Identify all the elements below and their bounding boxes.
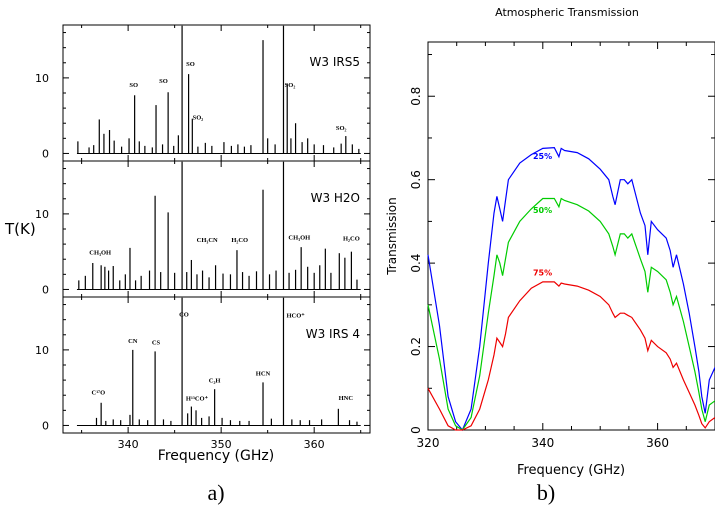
- molecule-label: CH₃OH: [288, 235, 310, 242]
- y-tick-label: 0.2: [409, 337, 423, 356]
- molecule-label: CH₃CN: [197, 237, 218, 244]
- y-tick-label: 10: [35, 208, 49, 221]
- panel-a-ylabel: T(K): [4, 220, 36, 238]
- x-tick-label: 340: [118, 438, 139, 451]
- molecule-label: SO: [186, 61, 195, 68]
- molecule-label: HCO⁺: [286, 312, 305, 319]
- molecule-label: CO: [179, 312, 189, 319]
- panel-b-title: Atmospheric Transmission: [495, 6, 639, 19]
- y-tick-label: 0: [409, 426, 423, 434]
- spectrum-3: C¹⁷O CN CS CO H¹³CO⁺ C₂H HCN HCO⁺ HNC W3 IRS 4 0 10: [35, 297, 370, 433]
- panel-a-caption: a): [207, 480, 224, 505]
- molecule-label: HNC: [339, 395, 354, 402]
- y-tick-label: 0: [42, 419, 49, 432]
- source-title: W3 IRS 4: [306, 327, 360, 341]
- molecule-label: H¹³CO⁺: [186, 396, 209, 403]
- molecule-label: CN: [128, 338, 138, 345]
- panel-a-xlabel: Frequency (GHz): [158, 448, 274, 464]
- y-tick-label: 0.8: [409, 87, 423, 106]
- molecule-label: SO: [129, 82, 138, 89]
- molecule-label: SO₂: [285, 82, 296, 89]
- spectrum-2: CH₃OH H₂CO CH₃CN CH₃OH H₂CO W3 H2O 0 10: [35, 161, 370, 297]
- x-tick-label: 350: [211, 438, 232, 451]
- molecule-label: CS: [152, 340, 161, 347]
- series-label: 50%: [533, 206, 552, 215]
- series-line-75pct: [427, 281, 715, 431]
- series-line-25pct: [427, 146, 715, 432]
- x-tick-label: 360: [304, 438, 325, 451]
- molecule-label: HCN: [256, 371, 271, 378]
- panel-b: Atmospheric Transmission 320 340 360 0 0.2 0.…: [385, 6, 715, 505]
- molecule-label: SO: [159, 78, 168, 85]
- series-line-50pct: [427, 197, 715, 431]
- y-tick-label: 10: [35, 344, 49, 357]
- molecule-label: C₂H: [209, 377, 221, 384]
- molecule-label: SO₂: [336, 125, 347, 132]
- molecule-label: C¹⁷O: [92, 389, 106, 396]
- panel-b-xlabel: Frequency (GHz): [517, 463, 625, 478]
- x-tick-label: 340: [531, 436, 554, 450]
- spectrum-1: SO SO SO SO₂ SO₂ SO₂ W3 IRS5 0 10: [35, 25, 370, 161]
- source-title: W3 IRS5: [310, 55, 360, 69]
- y-tick-label: 0.6: [409, 170, 423, 189]
- series-label: 75%: [533, 269, 552, 278]
- y-tick-label: 0: [42, 283, 49, 296]
- x-tick-label: 320: [417, 436, 440, 450]
- molecule-label: H₂CO: [231, 237, 248, 244]
- panel-b-caption: b): [537, 480, 555, 505]
- series-label: 25%: [533, 152, 552, 161]
- panel-b-ylabel: Transmission: [385, 197, 399, 276]
- source-title: W3 H2O: [311, 191, 360, 205]
- molecule-label: CH₃OH: [89, 250, 111, 257]
- y-tick-label: 10: [35, 72, 49, 85]
- x-tick-label: 360: [646, 436, 669, 450]
- molecule-label: H₂CO: [343, 235, 360, 242]
- subplot-frame-irs4: [62, 296, 371, 434]
- molecule-label: SO₂: [193, 114, 204, 121]
- y-tick-label: 0: [42, 147, 49, 160]
- y-tick-label: 0.4: [409, 254, 423, 273]
- transmission-plot-frame: [427, 41, 715, 431]
